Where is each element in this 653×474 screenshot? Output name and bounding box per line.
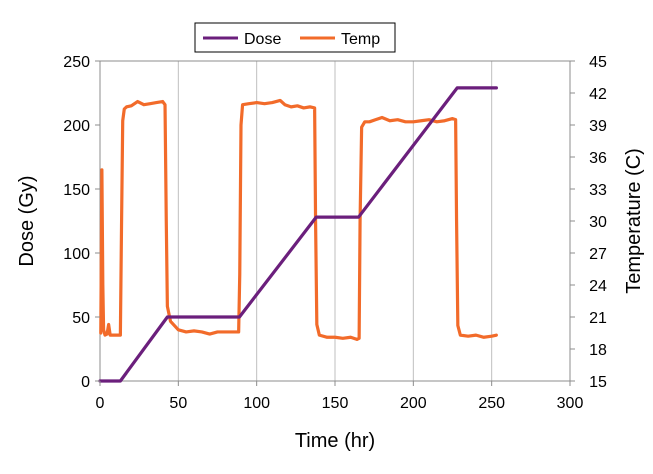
x-tick-label-0: 0: [96, 395, 105, 412]
y2-tick-label-30: 30: [589, 214, 607, 231]
left-y-axis-ticks: 0 50 100 150 200 250: [63, 54, 100, 391]
y2-tick-label-21: 21: [589, 310, 607, 327]
y2-tick-label-45: 45: [589, 54, 607, 71]
y2-tick-label-39: 39: [589, 118, 607, 135]
x-tick-label-50: 50: [169, 395, 187, 412]
y2-tick-label-18: 18: [589, 342, 607, 359]
y-tick-label-0: 0: [81, 374, 90, 391]
x-tick-label-100: 100: [243, 395, 270, 412]
x-tick-label-200: 200: [400, 395, 427, 412]
y2-tick-label-36: 36: [589, 150, 607, 167]
legend-label-dose: Dose: [244, 31, 281, 48]
legend-label-temp: Temp: [341, 31, 380, 48]
right-y-axis-title: Temperature (C): [623, 148, 645, 294]
x-tick-label-300: 300: [557, 395, 584, 412]
left-y-axis-title: Dose (Gy): [16, 175, 38, 266]
y-tick-label-50: 50: [72, 310, 90, 327]
y2-tick-label-24: 24: [589, 278, 607, 295]
y-tick-label-100: 100: [63, 246, 90, 263]
y2-tick-label-27: 27: [589, 246, 607, 263]
x-tick-label-250: 250: [478, 395, 505, 412]
x-axis-title: Time (hr): [295, 430, 375, 452]
y2-tick-label-33: 33: [589, 182, 607, 199]
y-tick-label-150: 150: [63, 182, 90, 199]
y2-tick-label-42: 42: [589, 86, 607, 103]
series-line-dose: [98, 86, 498, 383]
series-line-temp: [99, 98, 498, 341]
y2-tick-label-15: 15: [589, 374, 607, 391]
x-tick-label-150: 150: [322, 395, 349, 412]
right-y-axis-ticks: 15 18 21 24 27 30 33 36 39 42 45: [570, 54, 607, 391]
y-tick-label-200: 200: [63, 118, 90, 135]
series-layer: [98, 86, 498, 383]
x-axis-ticks: 0 50 100 150 200 250 300: [96, 381, 584, 412]
y-tick-label-250: 250: [63, 54, 90, 71]
legend: Dose Temp: [194, 22, 396, 53]
